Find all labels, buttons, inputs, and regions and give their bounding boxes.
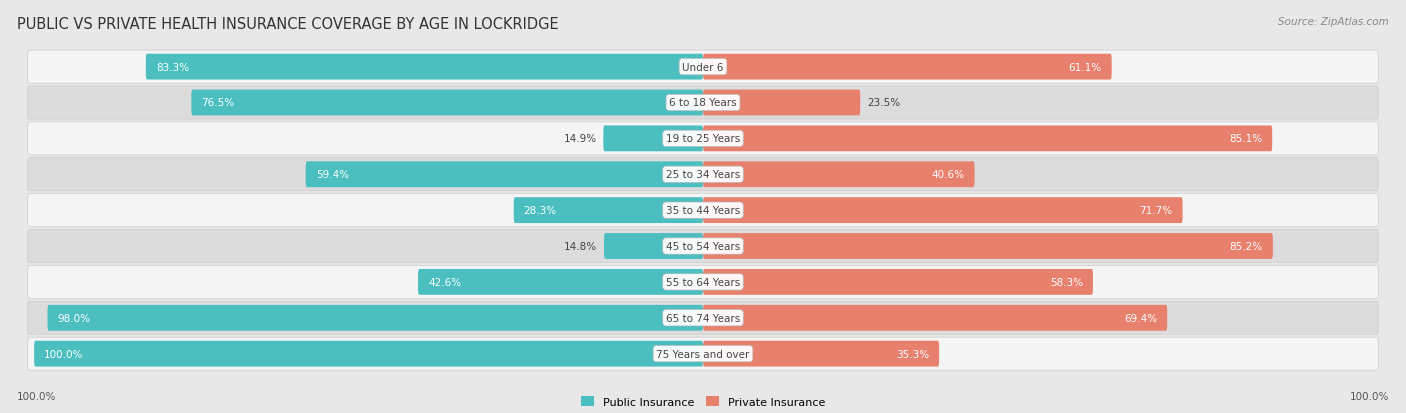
FancyBboxPatch shape xyxy=(703,269,1092,295)
Legend: Public Insurance, Private Insurance: Public Insurance, Private Insurance xyxy=(576,392,830,411)
Text: 100.0%: 100.0% xyxy=(17,391,56,401)
FancyBboxPatch shape xyxy=(28,301,1378,335)
FancyBboxPatch shape xyxy=(191,90,703,116)
Text: 40.6%: 40.6% xyxy=(932,170,965,180)
Text: 100.0%: 100.0% xyxy=(1350,391,1389,401)
FancyBboxPatch shape xyxy=(28,194,1378,227)
Text: 58.3%: 58.3% xyxy=(1050,277,1083,287)
FancyBboxPatch shape xyxy=(703,55,1112,81)
FancyBboxPatch shape xyxy=(28,158,1378,191)
Text: 55 to 64 Years: 55 to 64 Years xyxy=(666,277,740,287)
Text: 71.7%: 71.7% xyxy=(1139,206,1173,216)
Text: 76.5%: 76.5% xyxy=(201,98,235,108)
Text: 28.3%: 28.3% xyxy=(524,206,557,216)
Text: 14.8%: 14.8% xyxy=(564,242,598,252)
Text: 14.9%: 14.9% xyxy=(564,134,596,144)
Text: 45 to 54 Years: 45 to 54 Years xyxy=(666,242,740,252)
FancyBboxPatch shape xyxy=(418,269,703,295)
Text: 42.6%: 42.6% xyxy=(427,277,461,287)
Text: 35.3%: 35.3% xyxy=(896,349,929,359)
FancyBboxPatch shape xyxy=(703,341,939,367)
Text: Under 6: Under 6 xyxy=(682,62,724,72)
Text: 69.4%: 69.4% xyxy=(1123,313,1157,323)
Text: PUBLIC VS PRIVATE HEALTH INSURANCE COVERAGE BY AGE IN LOCKRIDGE: PUBLIC VS PRIVATE HEALTH INSURANCE COVER… xyxy=(17,17,558,31)
FancyBboxPatch shape xyxy=(34,341,703,367)
FancyBboxPatch shape xyxy=(605,233,703,259)
FancyBboxPatch shape xyxy=(28,266,1378,299)
FancyBboxPatch shape xyxy=(703,233,1272,259)
Text: Source: ZipAtlas.com: Source: ZipAtlas.com xyxy=(1278,17,1389,26)
Text: 23.5%: 23.5% xyxy=(868,98,900,108)
Text: 85.2%: 85.2% xyxy=(1230,242,1263,252)
FancyBboxPatch shape xyxy=(703,198,1182,223)
FancyBboxPatch shape xyxy=(28,337,1378,370)
FancyBboxPatch shape xyxy=(28,123,1378,156)
Text: 65 to 74 Years: 65 to 74 Years xyxy=(666,313,740,323)
Text: 100.0%: 100.0% xyxy=(44,349,83,359)
FancyBboxPatch shape xyxy=(305,162,703,188)
Text: 85.1%: 85.1% xyxy=(1229,134,1263,144)
FancyBboxPatch shape xyxy=(703,126,1272,152)
Text: 35 to 44 Years: 35 to 44 Years xyxy=(666,206,740,216)
Text: 98.0%: 98.0% xyxy=(58,313,90,323)
FancyBboxPatch shape xyxy=(603,126,703,152)
FancyBboxPatch shape xyxy=(513,198,703,223)
Text: 83.3%: 83.3% xyxy=(156,62,188,72)
Text: 25 to 34 Years: 25 to 34 Years xyxy=(666,170,740,180)
FancyBboxPatch shape xyxy=(146,55,703,81)
FancyBboxPatch shape xyxy=(703,305,1167,331)
FancyBboxPatch shape xyxy=(28,87,1378,120)
Text: 19 to 25 Years: 19 to 25 Years xyxy=(666,134,740,144)
FancyBboxPatch shape xyxy=(28,230,1378,263)
Text: 61.1%: 61.1% xyxy=(1069,62,1102,72)
FancyBboxPatch shape xyxy=(703,90,860,116)
FancyBboxPatch shape xyxy=(28,51,1378,84)
Text: 59.4%: 59.4% xyxy=(316,170,349,180)
FancyBboxPatch shape xyxy=(48,305,703,331)
Text: 6 to 18 Years: 6 to 18 Years xyxy=(669,98,737,108)
FancyBboxPatch shape xyxy=(703,162,974,188)
Text: 75 Years and over: 75 Years and over xyxy=(657,349,749,359)
